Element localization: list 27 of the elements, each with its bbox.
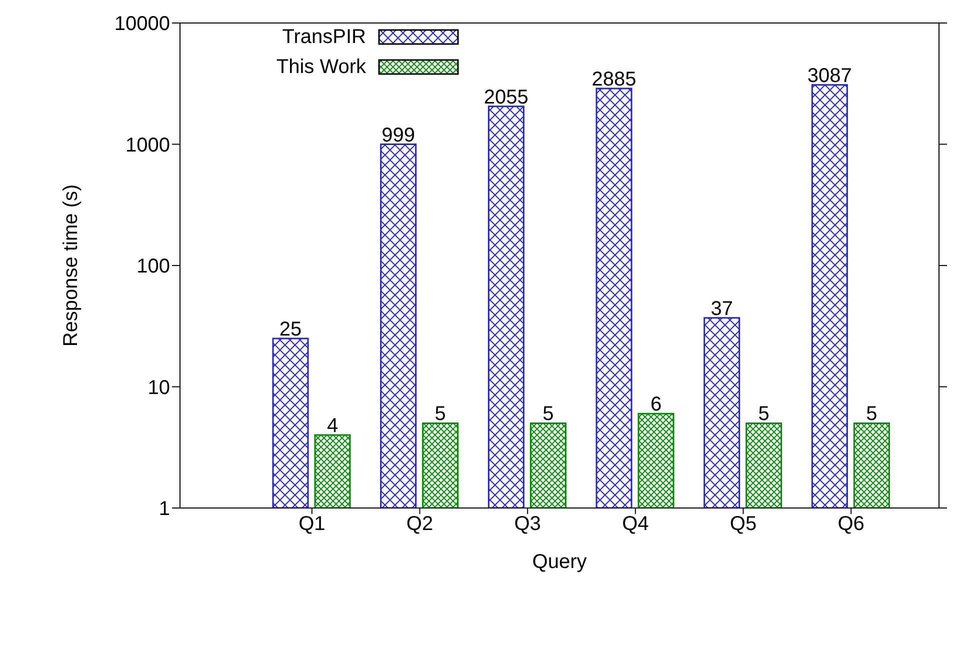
- data-label: 37: [710, 298, 733, 320]
- data-label: 2055: [484, 86, 528, 108]
- data-label: 999: [382, 124, 416, 146]
- x-tick-label: Q2: [406, 513, 434, 536]
- data-label: 25: [279, 318, 302, 340]
- data-label: 5: [758, 403, 770, 426]
- y-tick-label: 10000: [114, 13, 170, 36]
- x-tick-label: Q6: [838, 513, 864, 536]
- y-tick-label: 1: [158, 498, 170, 520]
- x-tick-label: Q4: [622, 513, 649, 536]
- x-tick-label: Q3: [514, 513, 541, 536]
- data-label: 3087: [807, 64, 852, 87]
- x-axis-title: Query: [532, 551, 587, 573]
- y-axis-title: Response time (s): [60, 184, 82, 347]
- x-tick-label: Q1: [298, 513, 326, 536]
- data-label: 2885: [592, 68, 636, 90]
- x-tick-label: Q5: [730, 513, 757, 536]
- data-label: 5: [542, 403, 554, 426]
- y-tick-label: 1000: [126, 134, 170, 156]
- data-label: 5: [434, 403, 446, 426]
- legend-label: TransPIR: [282, 26, 366, 48]
- data-label: 5: [866, 403, 878, 426]
- y-tick-label: 10: [148, 376, 170, 399]
- data-label: 4: [326, 415, 338, 437]
- legend-label: This Work: [276, 56, 366, 78]
- y-tick-label: 100: [136, 256, 170, 278]
- data-label: 6: [650, 394, 662, 416]
